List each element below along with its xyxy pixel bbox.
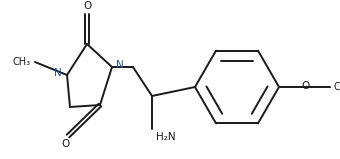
Text: O: O <box>61 139 69 149</box>
Text: O: O <box>83 1 91 11</box>
Text: CH₃: CH₃ <box>13 57 31 67</box>
Text: CH₃: CH₃ <box>334 82 340 92</box>
Text: N: N <box>116 60 124 70</box>
Text: O: O <box>302 81 310 91</box>
Text: N: N <box>54 68 62 78</box>
Text: H₂N: H₂N <box>156 132 176 142</box>
